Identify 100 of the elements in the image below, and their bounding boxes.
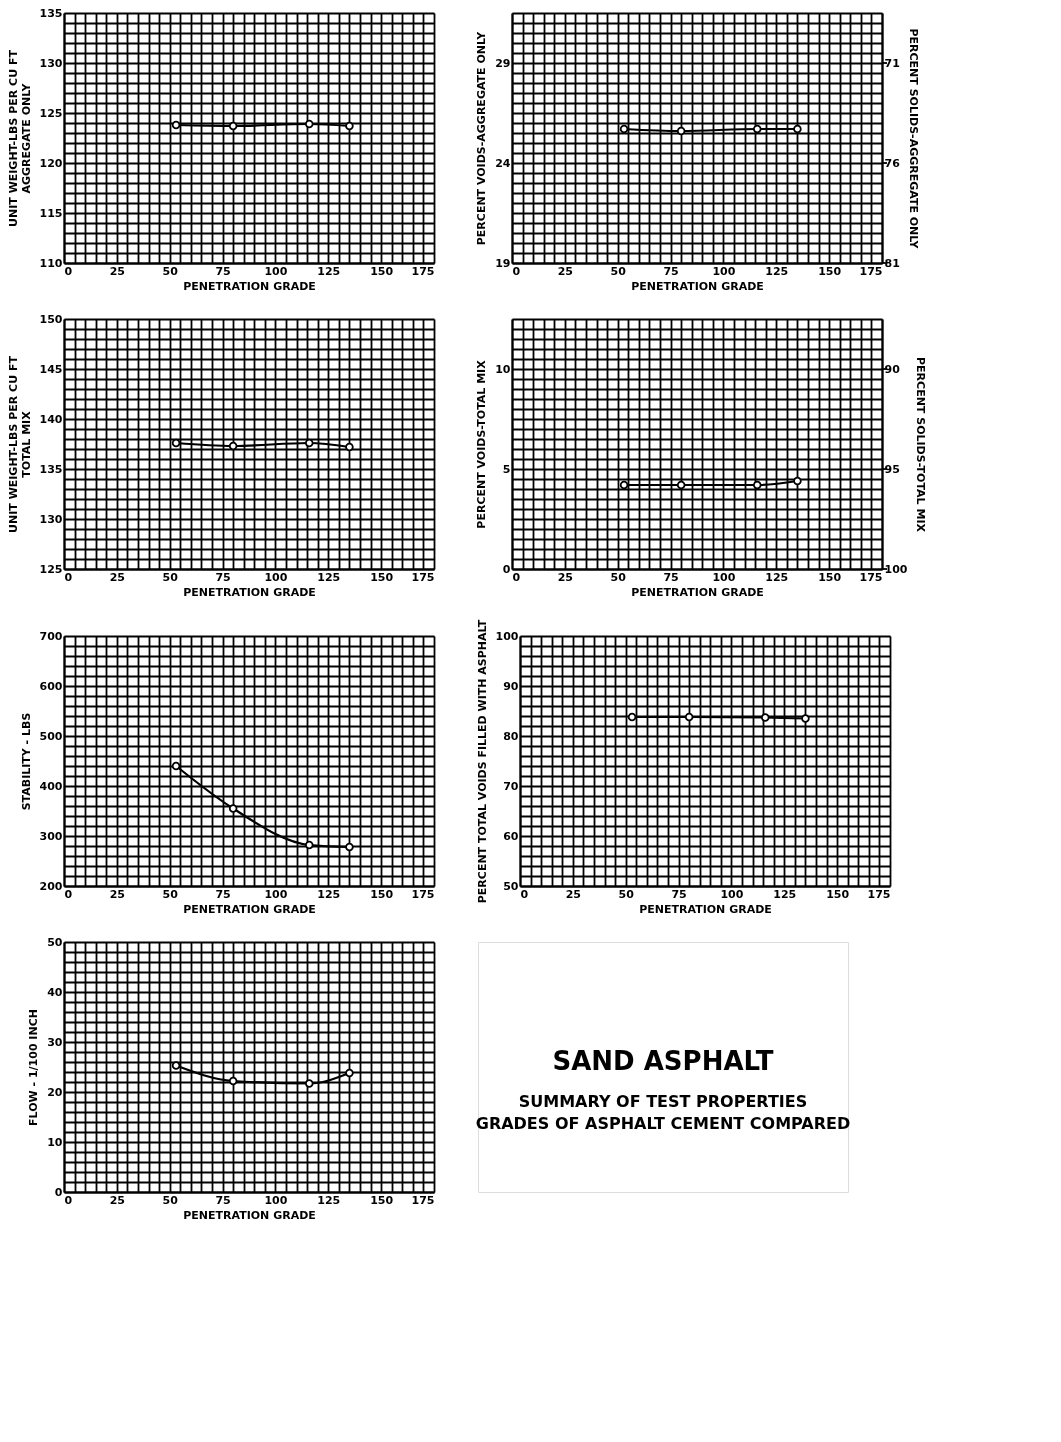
y-tick-label: 50 — [47, 935, 63, 949]
x-tick-label: 25 — [109, 264, 126, 278]
x-tick-label: 0 — [64, 887, 73, 901]
y-tick-label: 130 — [39, 512, 63, 526]
x-tick-label: 125 — [317, 570, 341, 584]
x-tick-label: 125 — [317, 264, 341, 278]
x-axis-title: PENETRATION GRADE — [631, 279, 764, 293]
x-tick-label: 175 — [411, 264, 435, 278]
x-tick-label: 0 — [64, 264, 73, 278]
y-tick-label: 120 — [39, 156, 63, 170]
x-tick-label: 125 — [317, 887, 341, 901]
x-tick-label: 75 — [215, 264, 231, 278]
point — [345, 1068, 354, 1078]
y-axis-title: PERCENT VOIDS-TOTAL MIX — [475, 359, 489, 529]
y-tick-label: 70 — [503, 779, 519, 793]
y-axis-title: UNIT WEIGHT-LBS PER CU FT TOTAL MIX — [6, 355, 33, 533]
x-tick-label: 50 — [162, 1193, 179, 1207]
y-tick-label: 125 — [39, 106, 63, 120]
y-tick-label: 90 — [503, 679, 519, 693]
x-axis-title: PENETRATION GRADE — [183, 1208, 316, 1222]
y-tick-label: 700 — [39, 629, 63, 643]
y-tick-label: 20 — [47, 1085, 63, 1099]
x-axis-title: PENETRATION GRADE — [639, 902, 772, 916]
x-tick-label: 75 — [663, 570, 679, 584]
x-tick-label: 100 — [712, 570, 736, 584]
x-tick-label: 100 — [264, 264, 288, 278]
point — [345, 842, 354, 852]
y-tick-label: 500 — [39, 729, 63, 743]
point — [305, 1079, 314, 1088]
point — [228, 1076, 238, 1086]
x-tick-label: 175 — [867, 887, 891, 901]
x-tick-label: 25 — [557, 570, 574, 584]
x-tick-label: 0 — [64, 570, 73, 584]
y-axis-title: PERCENT TOTAL VOIDS FILLED WITH ASPHALT — [475, 619, 489, 904]
x-axis-title: PENETRATION GRADE — [183, 279, 316, 293]
x-tick-label: 25 — [109, 570, 126, 584]
text: SAND ASPHALT — [552, 1046, 774, 1076]
y-axis-title: FLOW - 1/100 INCH — [27, 1009, 41, 1126]
y2-tick-label: 90 — [884, 362, 901, 376]
point — [171, 761, 181, 771]
x-tick-label: 0 — [64, 1193, 73, 1207]
y2-tick-label: 76 — [884, 156, 901, 170]
x-tick-label: 50 — [162, 570, 179, 584]
x-tick-label: 125 — [773, 887, 797, 901]
y2-axis-title: PERCENT SOLIDS-TOTAL MIX — [914, 357, 928, 533]
y-tick-label: 10 — [47, 1135, 63, 1149]
y-tick-label: 5 — [502, 462, 511, 476]
x-tick-label: 150 — [370, 264, 394, 278]
x-tick-label: 150 — [370, 887, 394, 901]
x-tick-label: 175 — [411, 570, 435, 584]
x-tick-label: 75 — [215, 1193, 231, 1207]
y-tick-label: 150 — [39, 312, 63, 326]
y-tick-label: 10 — [495, 362, 511, 376]
x-tick-label: 100 — [264, 1193, 288, 1207]
y-axis-title: PERCENT VOIDS-AGGREGATE ONLY — [475, 30, 489, 246]
x-tick-label: 100 — [264, 887, 288, 901]
x-tick-label: 50 — [162, 887, 179, 901]
x-tick-label: 50 — [618, 887, 635, 901]
point — [228, 804, 238, 813]
x-tick-label: 50 — [610, 570, 627, 584]
x-tick-label: 100 — [264, 570, 288, 584]
y2-tick-label: 71 — [884, 56, 900, 70]
y-tick-label: 30 — [47, 1035, 63, 1049]
x-tick-label: 125 — [765, 264, 789, 278]
x-tick-label: 150 — [370, 1193, 394, 1207]
y-tick-label: 600 — [39, 679, 63, 693]
x-tick-label: 175 — [859, 570, 883, 584]
y2-tick-label: 81 — [884, 256, 900, 270]
x-axis-title: PENETRATION GRADE — [631, 585, 764, 599]
y-tick-label: 80 — [503, 729, 519, 743]
x-tick-label: 25 — [557, 264, 574, 278]
y-tick-label: 60 — [503, 829, 519, 843]
y-tick-label: 130 — [39, 56, 63, 70]
x-axis-title: PENETRATION GRADE — [183, 902, 316, 916]
text: SUMMARY OF TEST PROPERTIES GRADES OF ASPHALT CEMENT COMPARED — [475, 1092, 851, 1133]
x-tick-label: 150 — [818, 264, 842, 278]
x-tick-label: 75 — [215, 570, 231, 584]
y-tick-label: 135 — [39, 6, 63, 20]
y-tick-label: 40 — [47, 985, 63, 999]
x-tick-label: 100 — [712, 264, 736, 278]
y-tick-label: 135 — [39, 462, 63, 476]
x-tick-label: 150 — [826, 887, 850, 901]
x-tick-label: 25 — [109, 1193, 126, 1207]
y-tick-label: 115 — [39, 206, 63, 220]
x-tick-label: 100 — [720, 887, 744, 901]
y-tick-label: 29 — [495, 56, 511, 70]
x-tick-label: 75 — [663, 264, 679, 278]
x-tick-label: 125 — [317, 1193, 341, 1207]
x-tick-label: 175 — [411, 887, 435, 901]
y-tick-label: 200 — [39, 879, 63, 893]
y-tick-label: 400 — [39, 779, 63, 793]
x-tick-label: 50 — [610, 264, 627, 278]
y2-tick-label: 95 — [884, 462, 900, 476]
point — [305, 840, 314, 850]
x-tick-label: 75 — [671, 887, 687, 901]
point — [171, 1061, 181, 1070]
x-tick-label: 50 — [162, 264, 179, 278]
x-tick-label: 25 — [565, 887, 582, 901]
y-tick-label: 110 — [39, 256, 63, 270]
x-tick-label: 150 — [818, 570, 842, 584]
